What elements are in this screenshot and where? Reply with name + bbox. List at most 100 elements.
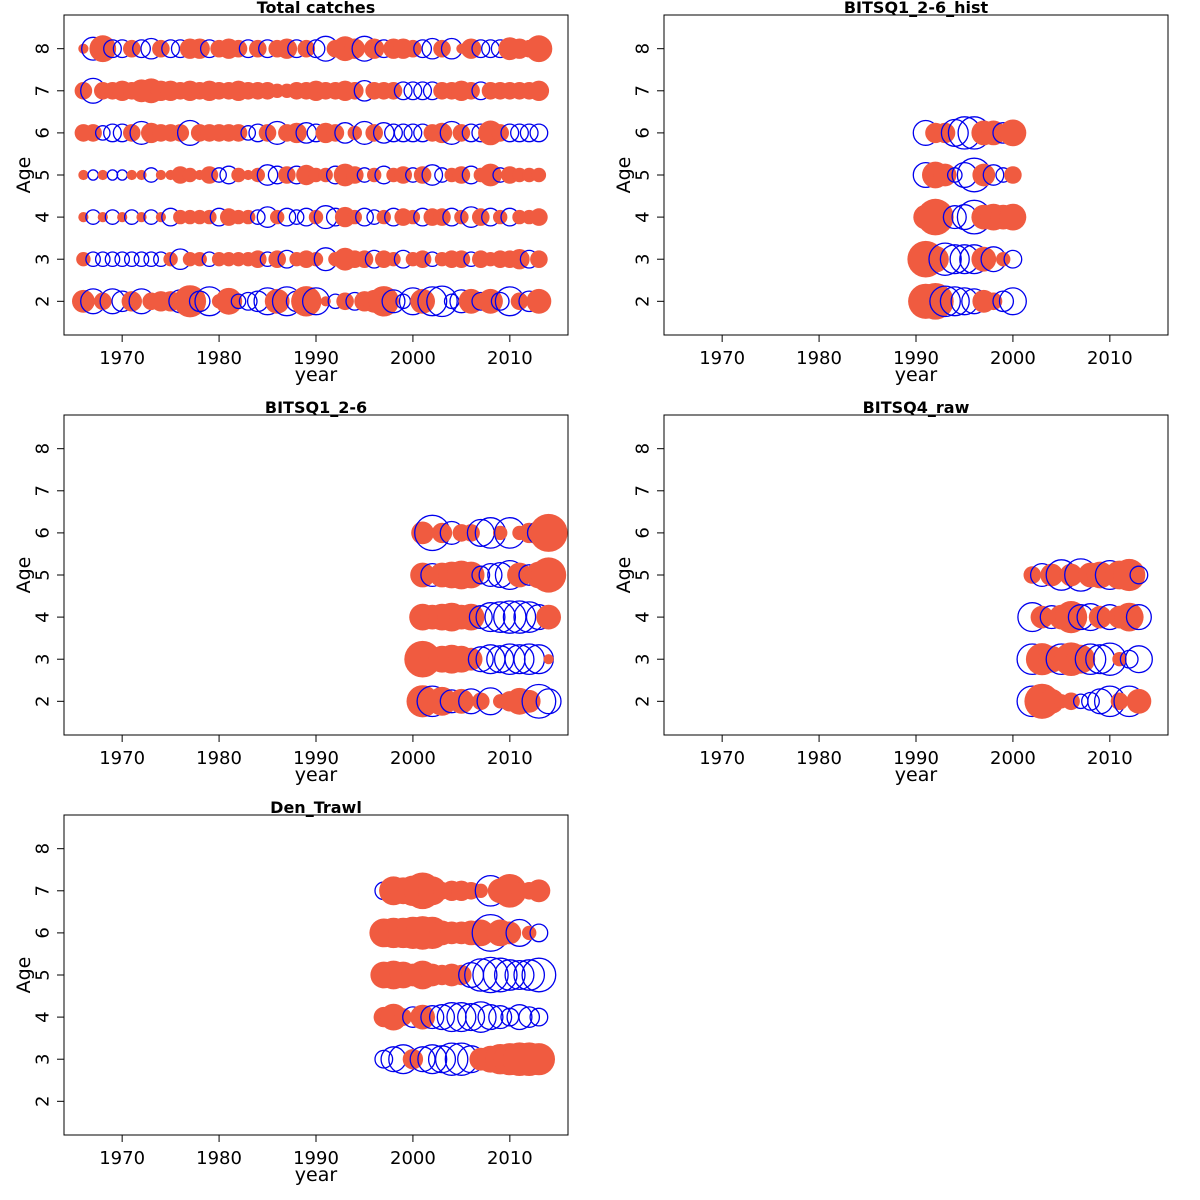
bubble-positive <box>433 208 451 226</box>
bubble-negative <box>211 167 227 183</box>
y-axis-title: Age <box>613 157 635 194</box>
bubble-negative <box>277 207 297 227</box>
bubble-positive <box>202 209 217 225</box>
bubble-negative <box>518 1006 541 1028</box>
bubble-positive <box>530 250 548 268</box>
bubble-negative <box>114 251 131 268</box>
bubble-positive <box>528 80 550 102</box>
bubble-negative <box>486 645 515 674</box>
bubble-positive <box>427 686 457 716</box>
x-tick-label: 2000 <box>990 348 1036 369</box>
bubble-positive <box>404 39 422 58</box>
bubble-negative <box>240 125 257 141</box>
bubble-negative <box>446 1002 477 1033</box>
y-tick-label: 3 <box>633 653 654 664</box>
bubble-positive <box>248 39 267 58</box>
bubble-positive <box>189 38 210 59</box>
bubble-positive <box>971 246 997 272</box>
bubble-positive <box>347 125 362 141</box>
panel-4: 1970 1980 1990 2000 2010 2 3 4 5 6 7 8 year Age BITSQ4… <box>613 398 1169 786</box>
bubble-negative <box>161 39 181 59</box>
bubble-positive <box>1126 688 1152 714</box>
y-tick-label: 4 <box>633 611 654 622</box>
bubble-negative <box>475 602 506 633</box>
bubble-positive <box>411 521 434 545</box>
bubble-negative <box>1074 643 1107 676</box>
y-tick-label: 3 <box>33 253 54 264</box>
bubble-negative <box>484 601 517 633</box>
bubble-positive <box>72 289 95 313</box>
bubble-positive <box>121 291 142 312</box>
y-tick-label: 8 <box>33 843 54 854</box>
bubble-negative <box>249 209 266 225</box>
x-tick-label: 2010 <box>487 348 533 369</box>
bubble-negative <box>482 957 518 993</box>
bubble-positive <box>347 209 362 225</box>
bubble-positive <box>123 39 141 58</box>
bubble-positive <box>462 82 480 100</box>
bubble-negative <box>471 39 491 59</box>
bubble-negative <box>393 123 413 143</box>
bubble-negative <box>85 251 101 268</box>
y-tick-label: 6 <box>633 527 654 538</box>
bubble-negative <box>513 959 546 991</box>
x-axis-title: year <box>295 1164 338 1186</box>
bubble-positive <box>522 1043 556 1076</box>
bubble-positive <box>452 124 471 142</box>
y-axis-title: Age <box>13 157 35 194</box>
bubble-negative <box>288 209 305 225</box>
bubble-positive <box>264 288 290 314</box>
bubble-negative <box>103 39 122 59</box>
bubble-positive <box>457 603 485 631</box>
bubble-negative <box>94 251 111 268</box>
y-tick-label: 8 <box>33 443 54 454</box>
bubble-positive <box>451 964 472 986</box>
bubble-negative <box>457 1003 486 1032</box>
x-axis-title: year <box>895 364 938 386</box>
bubble-negative <box>521 683 557 719</box>
bubble-positive <box>215 287 243 315</box>
x-tick-label: 1970 <box>99 748 145 769</box>
bubble-positive <box>431 522 453 544</box>
bubble-positive <box>155 212 166 223</box>
y-tick-label: 4 <box>33 1011 54 1022</box>
bubble-positive <box>243 169 254 181</box>
x-tick-label: 1990 <box>293 748 339 769</box>
x-tick-label: 1990 <box>893 348 939 369</box>
y-tick-label: 5 <box>33 969 54 980</box>
bubble-negative <box>500 123 520 143</box>
bubble-positive <box>97 169 108 181</box>
y-tick-label: 7 <box>633 485 654 496</box>
bubble-positive <box>531 167 547 183</box>
bubble-positive <box>493 525 508 541</box>
bubble-negative <box>1125 604 1152 631</box>
x-axis-title: year <box>295 764 338 786</box>
bubble-positive <box>270 209 285 225</box>
bubble-positive <box>1030 605 1054 629</box>
bubble-positive <box>405 209 421 225</box>
bubble-positive <box>1112 652 1127 667</box>
x-tick-label: 1980 <box>196 748 242 769</box>
bubble-positive <box>449 688 474 714</box>
bubble-positive <box>531 557 567 593</box>
x-axis-title: year <box>295 364 338 386</box>
bubble-negative <box>87 169 99 181</box>
y-tick-label: 5 <box>633 169 654 180</box>
y-tick-label: 7 <box>33 885 54 896</box>
x-tick-label: 1980 <box>196 348 242 369</box>
bubble-negative <box>417 286 448 317</box>
y-tick-label: 8 <box>633 43 654 54</box>
bubble-positive <box>526 288 552 314</box>
y-tick-label: 7 <box>33 85 54 96</box>
bubble-positive <box>493 209 508 225</box>
x-tick-label: 1990 <box>293 1148 339 1169</box>
bubble-negative <box>939 244 970 275</box>
bubble-negative <box>464 1001 497 1033</box>
bubble-positive <box>525 35 553 63</box>
y-axis-title: Age <box>13 557 35 594</box>
bubble-negative <box>426 285 458 318</box>
bubble-positive <box>1113 558 1146 592</box>
bubble-negative <box>123 251 140 268</box>
bubble-negative <box>104 251 121 268</box>
bubble-positive <box>268 250 287 268</box>
